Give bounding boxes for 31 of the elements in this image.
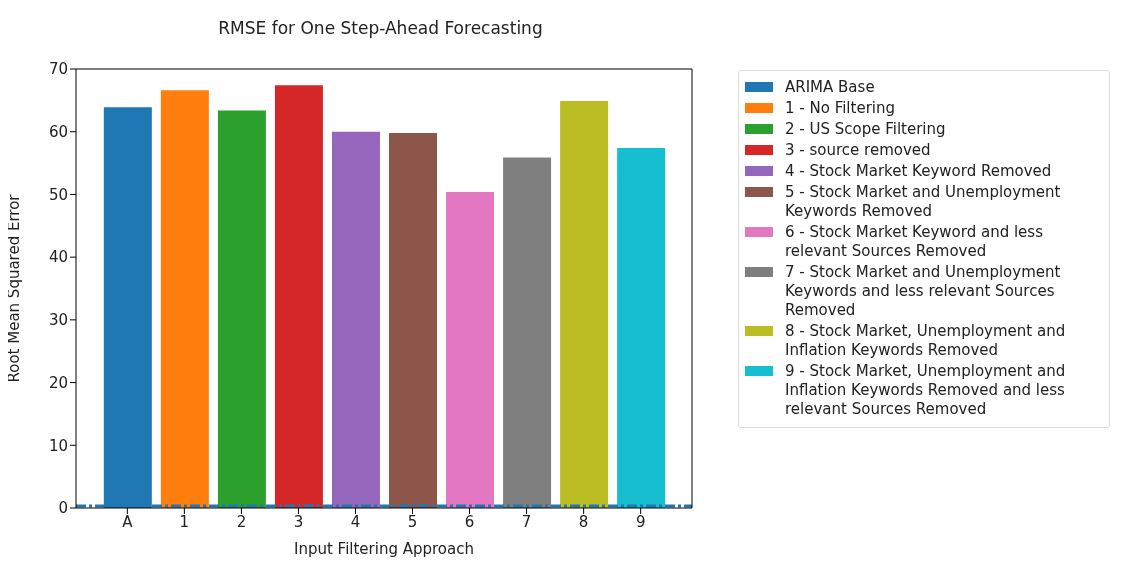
legend-label: 2 - US Scope Filtering (785, 120, 946, 139)
y-axis-title: Root Mean Squared Error (5, 193, 24, 383)
y-tick-label: 10 (48, 436, 68, 455)
x-tick-label: 3 (293, 512, 304, 531)
legend-label: 1 - No Filtering (785, 99, 896, 118)
legend-label: 5 - Stock Market and Unemployment Keywords Removed (785, 183, 1062, 221)
y-tick-label: 0 (58, 499, 68, 518)
x-tick-label: A (122, 512, 134, 531)
chart-title: RMSE for One Step-Ahead Forecasting (217, 18, 544, 38)
x-tick-label: 4 (350, 512, 361, 531)
y-tick-label: 70 (48, 60, 68, 79)
y-tick-label: 30 (48, 311, 68, 330)
y-tick-label: 50 (48, 185, 68, 204)
y-tick-label: 20 (48, 373, 68, 392)
y-tick-label: 60 (48, 123, 68, 142)
x-tick-label: 5 (407, 512, 418, 531)
legend-label: 6 - Stock Market Keyword and less relevant Sources Removed (785, 223, 1044, 261)
x-tick-label: 1 (179, 512, 190, 531)
legend-label: 8 - Stock Market, Unemployment and Inflation Keywords Removed (785, 322, 1067, 360)
x-tick-label: 7 (521, 512, 532, 531)
x-tick-label: 6 (464, 512, 475, 531)
legend-label: 7 - Stock Market and Unemployment Keywords and less relevant Sources Removed (785, 263, 1062, 320)
x-tick-label: 9 (635, 512, 646, 531)
x-tick-label: 8 (578, 512, 589, 531)
legend-label: 3 - source removed (785, 141, 931, 160)
y-tick-label: 40 (48, 248, 68, 267)
x-axis-title: Input Filtering Approach (294, 540, 474, 558)
legend-label: 9 - Stock Market, Unemployment and Inflation Keywords Removed and less relevant Sources Removed (785, 362, 1067, 419)
legend-label: ARIMA Base (785, 78, 875, 97)
x-tick-label: 2 (236, 512, 247, 531)
legend-label: 4 - Stock Market Keyword Removed (785, 162, 1052, 181)
